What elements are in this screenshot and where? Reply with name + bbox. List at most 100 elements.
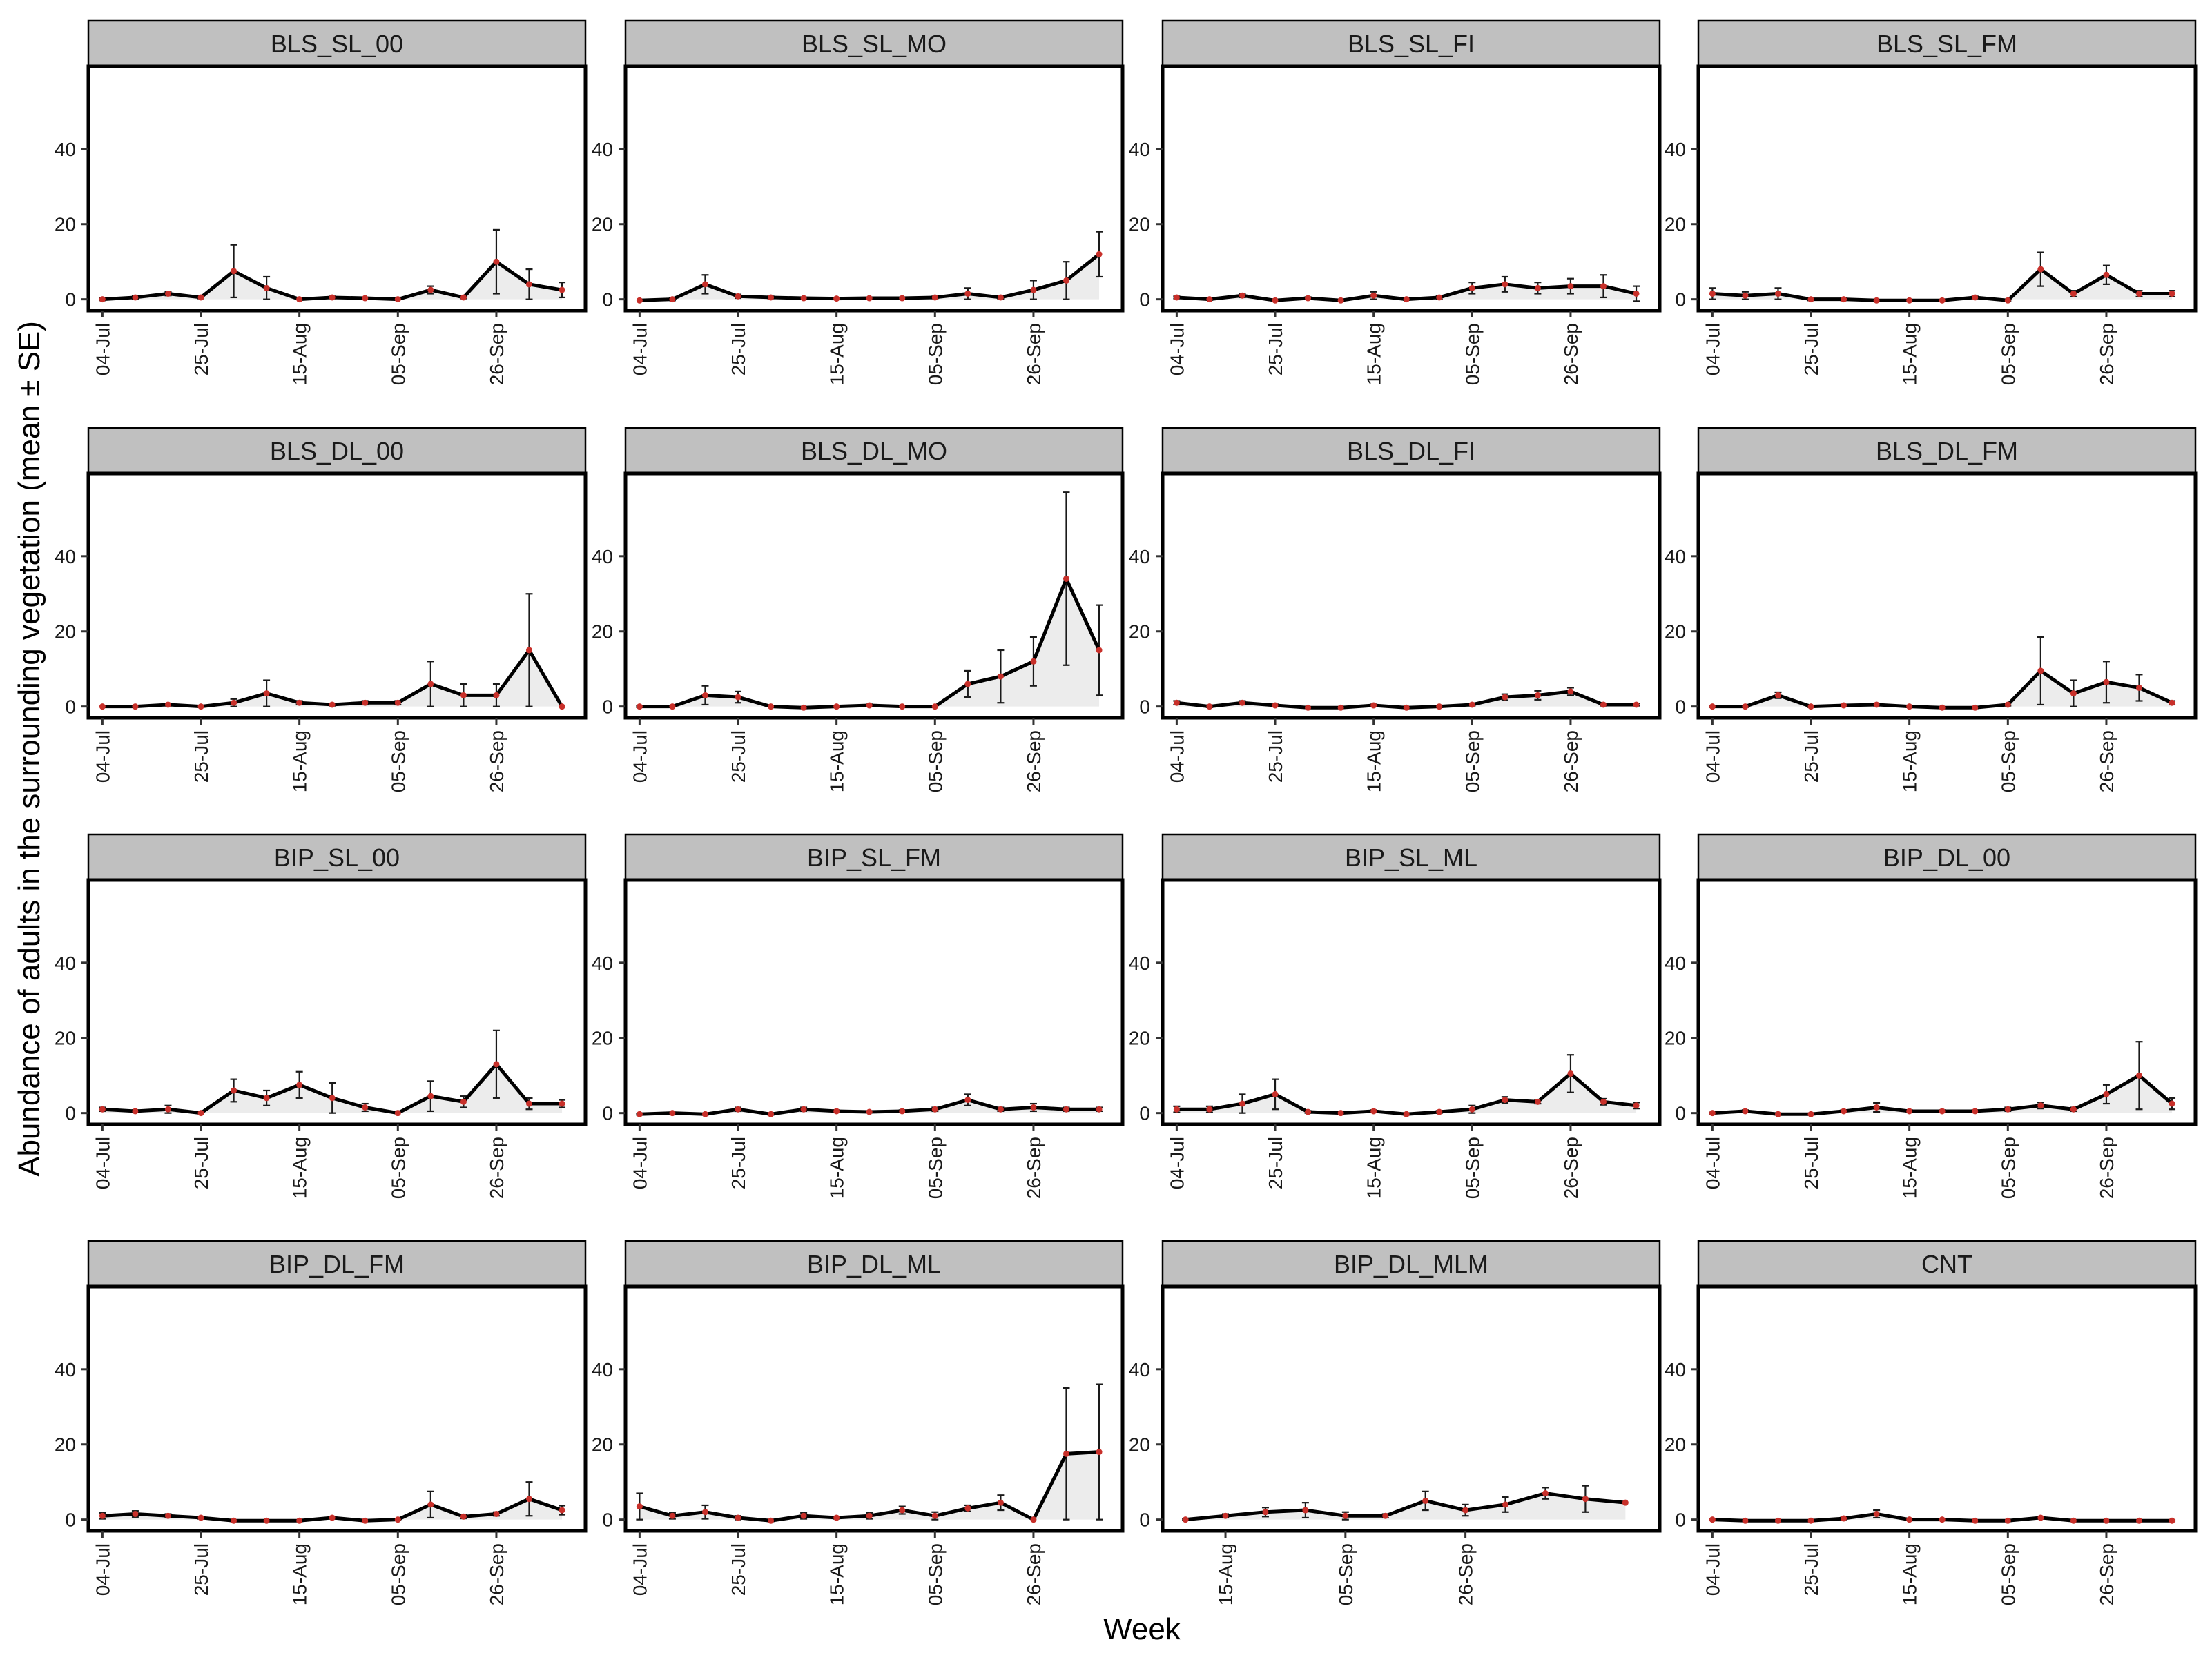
x-tick-label: 15-Aug [826, 730, 848, 792]
y-tick-label: 40 [55, 139, 76, 160]
facet-panel: BIP_DL_ML 0 20 40 04-Jul 25-Jul 15-Aug 05-Sep 26… [592, 1240, 1125, 1605]
x-tick-label: 25-Jul [1801, 323, 1822, 375]
facet-panel: BIP_DL_MLM 0 20 40 15-Aug 05-Sep 26-Sep [1129, 1240, 1662, 1605]
data-point [1239, 699, 1245, 706]
data-point [1030, 1516, 1037, 1523]
data-point [296, 1517, 303, 1524]
data-point [1403, 1111, 1410, 1117]
data-point [1422, 1497, 1429, 1504]
data-point [1633, 1102, 1640, 1109]
x-tick-label: 26-Sep [486, 1543, 507, 1605]
data-point [899, 703, 906, 710]
data-point [427, 1501, 434, 1508]
strip-header [1161, 19, 1661, 68]
x-tick-label: 25-Jul [1801, 1543, 1822, 1596]
y-tick-label: 0 [602, 696, 613, 718]
data-point [964, 290, 971, 297]
data-point [964, 1097, 971, 1104]
y-tick-label: 20 [592, 1028, 613, 1049]
y-tick-label: 20 [1665, 214, 1686, 235]
data-point [866, 702, 873, 709]
panel-frame [1161, 471, 1662, 720]
data-point [2169, 1100, 2175, 1107]
strip-label: BLS_SL_FM [1876, 30, 2017, 58]
y-tick-label: 0 [65, 696, 76, 718]
data-point [1206, 703, 1213, 710]
data-point [1096, 647, 1103, 654]
data-point [768, 1517, 775, 1524]
x-tick-label: 05-Sep [924, 730, 946, 792]
data-point [1239, 1100, 1245, 1107]
panel-frame [623, 1284, 1125, 1533]
data-point [231, 1087, 237, 1094]
data-point [636, 297, 643, 304]
data-point [768, 294, 775, 301]
x-tick-label: 26-Sep [2096, 1137, 2117, 1199]
y-tick-label: 40 [592, 546, 613, 567]
x-tick-label: 25-Jul [191, 730, 212, 783]
data-point [2070, 1106, 2077, 1113]
data-point [1906, 703, 1913, 710]
strip-header [87, 427, 587, 475]
facet-panel: CNT 0 20 40 04-Jul 25-Jul 15-Aug 05-Sep 26-Sep [1665, 1240, 2198, 1605]
data-point [1742, 703, 1749, 710]
data-point [1182, 1516, 1189, 1523]
data-point [636, 703, 643, 710]
x-tick-label: 05-Sep [1462, 323, 1483, 385]
data-point [460, 294, 467, 301]
data-point [899, 1108, 906, 1115]
x-tick-label: 25-Jul [728, 730, 749, 783]
x-tick-label: 05-Sep [387, 1137, 409, 1199]
data-point [362, 295, 369, 302]
series-ribbon [639, 578, 1100, 708]
strip-label: BIP_DL_ML [807, 1250, 941, 1278]
y-tick-label: 0 [1139, 289, 1150, 311]
y-tick-label: 20 [55, 214, 76, 235]
data-point [2004, 1517, 2011, 1524]
data-point [1063, 1106, 1069, 1113]
data-point [1239, 292, 1245, 299]
data-point [735, 694, 741, 701]
strip-header [87, 1240, 587, 1288]
strip-label: BLS_DL_00 [270, 437, 404, 465]
data-point [2037, 1514, 2044, 1521]
data-point [1502, 694, 1508, 701]
data-point [1063, 277, 1069, 284]
data-point [1841, 1108, 1847, 1115]
data-point [394, 1516, 401, 1523]
data-point [99, 296, 106, 303]
strip-header [1161, 427, 1661, 475]
strip-header [624, 1240, 1124, 1288]
data-point [1305, 704, 1312, 711]
data-point [1468, 1106, 1475, 1113]
y-tick-label: 20 [55, 621, 76, 643]
panel-frame [1161, 64, 1662, 313]
y-tick-label: 0 [602, 289, 613, 311]
data-point [1502, 1501, 1509, 1508]
data-point [833, 1514, 840, 1521]
x-tick-label: 04-Jul [1166, 1137, 1187, 1189]
strip-label: BLS_SL_FI [1348, 30, 1475, 58]
data-point [231, 268, 237, 275]
data-point [1841, 1515, 1847, 1522]
strip-header [87, 833, 587, 881]
data-point [1262, 1509, 1269, 1516]
x-tick-label: 04-Jul [629, 323, 650, 375]
x-tick-label: 05-Sep [387, 1543, 409, 1605]
data-point [866, 1512, 873, 1519]
data-point [1906, 297, 1913, 304]
data-point [197, 703, 204, 710]
strip-label: BIP_SL_FM [807, 843, 941, 872]
data-point [2135, 1517, 2142, 1524]
data-point [164, 290, 171, 297]
data-point [636, 1503, 643, 1510]
y-tick-label: 0 [602, 1103, 613, 1124]
data-point [866, 1108, 873, 1115]
data-point [669, 703, 676, 710]
data-point [1030, 658, 1037, 665]
data-point [1370, 292, 1377, 299]
x-tick-label: 05-Sep [1462, 1137, 1483, 1199]
data-point [1742, 1108, 1749, 1115]
data-point [2037, 266, 2044, 273]
y-tick-label: 40 [1129, 1359, 1150, 1380]
